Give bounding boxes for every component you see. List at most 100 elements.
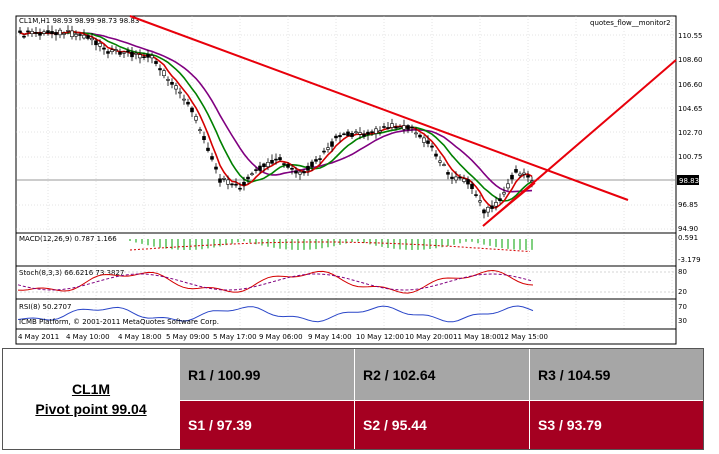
- r2-cell: R2 / 102.64: [354, 349, 529, 400]
- candle-body: [438, 160, 442, 163]
- candle-body: [434, 153, 438, 157]
- candle-body: [262, 163, 266, 167]
- time-axis: 4 May 2011 4 May 10:00 4 May 18:00 5 May…: [18, 333, 548, 341]
- candle-body: [198, 129, 202, 131]
- pivot-table: CL1M Pivot point 99.04 R1 / 100.99 R2 / …: [2, 348, 704, 450]
- candle-body: [338, 135, 342, 138]
- candle-body: [170, 82, 174, 85]
- candle-body: [154, 61, 158, 64]
- time-tick: 4 May 18:00: [118, 333, 162, 341]
- candle-body: [386, 127, 390, 129]
- price-chart[interactable]: 110.55 108.60 106.60 104.65 102.70 100.7…: [0, 0, 719, 345]
- candle-body: [526, 175, 530, 178]
- time-tick: 11 May 18:00: [453, 333, 501, 341]
- candle-body: [158, 68, 162, 71]
- candle-body: [374, 128, 378, 134]
- candle-body: [474, 194, 478, 196]
- price-tick: 108.60: [678, 56, 703, 64]
- candle-body: [510, 174, 514, 180]
- rsi-label: RSI(8) 50.2707: [19, 303, 71, 311]
- r3-cell: R3 / 104.59: [529, 349, 703, 400]
- candle-body: [122, 51, 126, 54]
- candle-body: [190, 107, 194, 113]
- candle-body: [126, 50, 130, 53]
- candle-body: [42, 31, 46, 34]
- pivot-point-label: Pivot point 99.04: [35, 401, 147, 417]
- candle-body: [206, 147, 210, 151]
- rsi-tick: 30: [678, 317, 687, 325]
- candle-body: [150, 55, 154, 59]
- candle-body: [406, 125, 410, 130]
- stoch-signal-line: [17, 273, 534, 291]
- candle-body: [78, 34, 82, 36]
- candle-body: [370, 131, 374, 133]
- candle-body: [366, 131, 370, 135]
- current-price-label: 98.83: [679, 177, 699, 185]
- s2-cell: S2 / 95.44: [354, 400, 529, 449]
- candle-body: [362, 133, 366, 137]
- stoch-tick: 80: [678, 268, 687, 276]
- candle-body: [230, 183, 234, 186]
- candle-body: [218, 178, 222, 183]
- candle-body: [398, 126, 402, 129]
- candle-body: [490, 205, 494, 209]
- candle-body: [98, 42, 102, 47]
- stoch-label: Stoch(8,3,3) 66.6216 73.3827: [19, 269, 124, 277]
- candle-body: [410, 126, 414, 129]
- price-tick: 100.75: [678, 153, 703, 161]
- ma-slow-line: [19, 31, 533, 193]
- symbol-label: CL1M: [71, 381, 111, 397]
- candle-body: [242, 181, 246, 186]
- chart-header: CL1M,H1 98.93 98.99 98.73 98.83: [19, 17, 139, 25]
- candle-body: [186, 101, 190, 105]
- candle-body: [274, 158, 278, 161]
- candle-body: [514, 169, 518, 173]
- candle-body: [246, 176, 250, 180]
- time-tick: 9 May 06:00: [259, 333, 303, 341]
- candle-body: [130, 51, 134, 58]
- pivot-summary: CL1M Pivot point 99.04: [3, 349, 179, 449]
- candle-body: [454, 176, 458, 181]
- candle-body: [102, 47, 106, 50]
- candle-body: [294, 170, 298, 174]
- short-trendline[interactable]: [482, 182, 536, 227]
- candle-body: [334, 135, 338, 139]
- candle-body: [502, 192, 506, 195]
- time-tick: 10 May 12:00: [356, 333, 404, 341]
- candle-body: [110, 49, 114, 52]
- candle-body: [394, 126, 398, 129]
- price-tick: 106.60: [678, 81, 703, 89]
- candle-body: [250, 173, 254, 175]
- candle-body: [146, 54, 150, 58]
- candle-body: [498, 198, 502, 202]
- candle-body: [162, 70, 166, 76]
- macd-tick: -3.179: [678, 256, 701, 264]
- candle-body: [358, 132, 362, 135]
- candle-body: [34, 32, 38, 34]
- candle-body: [278, 157, 282, 161]
- resistance-trendline[interactable]: [129, 15, 629, 201]
- price-tick: 104.65: [678, 105, 703, 113]
- candle-body: [414, 132, 418, 135]
- candle-body: [482, 209, 486, 214]
- r1-cell: R1 / 100.99: [179, 349, 354, 400]
- candle-body: [282, 163, 286, 165]
- candle-body: [322, 150, 326, 153]
- stoch-tick: 20: [678, 288, 687, 296]
- candle-body: [266, 162, 270, 168]
- candle-body: [466, 179, 470, 185]
- candle-body: [390, 123, 394, 128]
- candle-body: [166, 79, 170, 81]
- candle-body: [54, 32, 58, 36]
- s1-cell: S1 / 97.39: [179, 400, 354, 449]
- chart-canvas[interactable]: 110.55 108.60 106.60 104.65 102.70 100.7…: [0, 0, 719, 345]
- candle-body: [470, 183, 474, 190]
- candle-body: [210, 156, 214, 160]
- candle-body: [62, 33, 66, 35]
- support-trendline[interactable]: [482, 59, 677, 227]
- candle-body: [90, 37, 94, 41]
- macd-signal-line: [129, 241, 531, 252]
- candle-body: [238, 187, 242, 190]
- candle-body: [258, 165, 262, 171]
- candle-body: [74, 33, 78, 37]
